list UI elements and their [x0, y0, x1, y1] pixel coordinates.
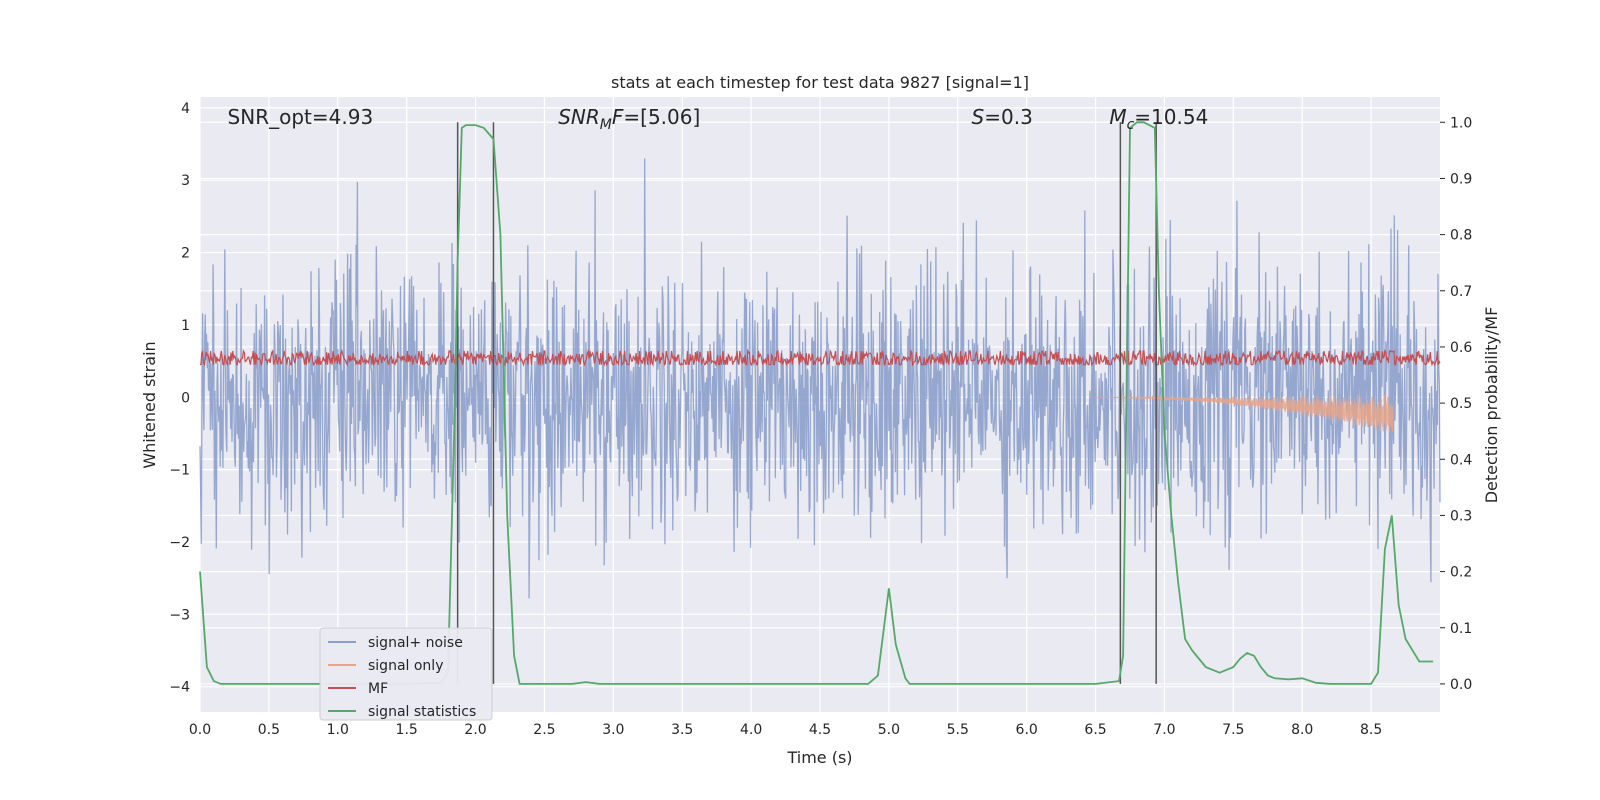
legend-label-1: signal only — [368, 658, 443, 674]
signal-statistics-line — [199, 121, 1434, 685]
y-tick-label: 3 — [181, 173, 190, 189]
y2-tick-label: 0.6 — [1450, 340, 1472, 356]
vertical-lines — [456, 122, 1157, 684]
signal-noise-line — [199, 158, 1441, 599]
x-tick-label: 4.0 — [740, 722, 762, 738]
y2-tick-label: 0.9 — [1450, 171, 1472, 187]
y2-tick-label: 1.0 — [1450, 115, 1472, 131]
legend-label-0: signal+ noise — [368, 635, 463, 651]
x-tick-label: 2.0 — [464, 722, 486, 738]
y2-axis-label: Detection probability/MF — [1482, 307, 1501, 504]
legend: signal+ noise signal only MF signal statist… — [319, 627, 493, 721]
x-tick-label: 8.5 — [1360, 722, 1382, 738]
x-tick-label: 1.0 — [327, 722, 349, 738]
x-axis-label: Time (s) — [786, 748, 852, 767]
x-tick-label: 5.5 — [947, 722, 969, 738]
y-tick-label: −3 — [169, 607, 190, 623]
x-tick-label: 4.5 — [809, 722, 831, 738]
x-tick-label: 6.0 — [1016, 722, 1038, 738]
y2-tick-label: 0.5 — [1450, 396, 1472, 412]
mf-series — [199, 348, 1441, 368]
legend-label-2: MF — [368, 681, 388, 697]
annotation-s-value: S=0.3 — [972, 105, 1033, 129]
y2-tick-label: 0.4 — [1450, 452, 1472, 468]
x-tick-label: 3.0 — [602, 722, 624, 738]
y2-tick-label: 0.2 — [1450, 565, 1472, 581]
y-tick-label: 4 — [181, 101, 190, 117]
y2-tick-label: 0.8 — [1450, 228, 1472, 244]
y2-tick-label: 0.7 — [1450, 284, 1472, 300]
x-tick-label: 7.0 — [1153, 722, 1175, 738]
y-tick-labels: 4 3 2 1 0 −1 −2 −3 −4 — [169, 101, 190, 696]
annotation-snr-opt: SNR_opt=4.93 — [228, 105, 374, 129]
signal-only-series — [1095, 394, 1394, 433]
y-tick-label: −4 — [169, 680, 190, 696]
y-tick-label: −1 — [169, 463, 190, 479]
mf-line — [199, 348, 1441, 368]
x-tick-label: 6.5 — [1084, 722, 1106, 738]
y2-tick-label: 0.0 — [1450, 677, 1472, 693]
signal-noise-series — [199, 158, 1441, 599]
y-tick-label: 2 — [181, 246, 190, 262]
y-tick-label: −2 — [169, 535, 190, 551]
y-axis-label: Whitened strain — [140, 341, 159, 468]
x-tick-label: 5.0 — [878, 722, 900, 738]
annotation-mc-value: Mc=10.54 — [1109, 105, 1208, 133]
annotation-snr-mf: SNRMF=[5.06] — [558, 105, 700, 133]
x-tick-label: 3.5 — [671, 722, 693, 738]
x-tick-label: 8.0 — [1291, 722, 1313, 738]
signal-statistics-series — [199, 121, 1434, 685]
legend-box — [319, 627, 493, 721]
y-tick-label: 0 — [181, 390, 190, 406]
x-tick-label: 7.5 — [1222, 722, 1244, 738]
y-tick-label: 1 — [181, 318, 190, 334]
annotations: SNR_opt=4.93 SNRMF=[5.06] S=0.3 Mc=10.54 — [228, 105, 1209, 133]
legend-label-3: signal statistics — [368, 704, 476, 720]
y2-tick-labels: 1.0 0.9 0.8 0.7 0.6 0.5 0.4 0.3 0.2 0.1 0.0 — [1440, 115, 1472, 693]
x-tick-label: 0.5 — [258, 722, 280, 738]
x-tick-labels: 0.0 0.5 1.0 1.5 2.0 2.5 3.0 3.5 4.0 4.5 5.0 5.5 6.0 6… — [189, 722, 1382, 738]
chart-title: stats at each timestep for test data 982… — [611, 73, 1029, 92]
x-tick-label: 0.0 — [189, 722, 211, 738]
y2-tick-label: 0.3 — [1450, 508, 1472, 524]
x-tick-label: 1.5 — [396, 722, 418, 738]
y2-tick-label: 0.1 — [1450, 621, 1472, 637]
x-tick-label: 2.5 — [533, 722, 555, 738]
signal-only-line — [1095, 394, 1394, 433]
